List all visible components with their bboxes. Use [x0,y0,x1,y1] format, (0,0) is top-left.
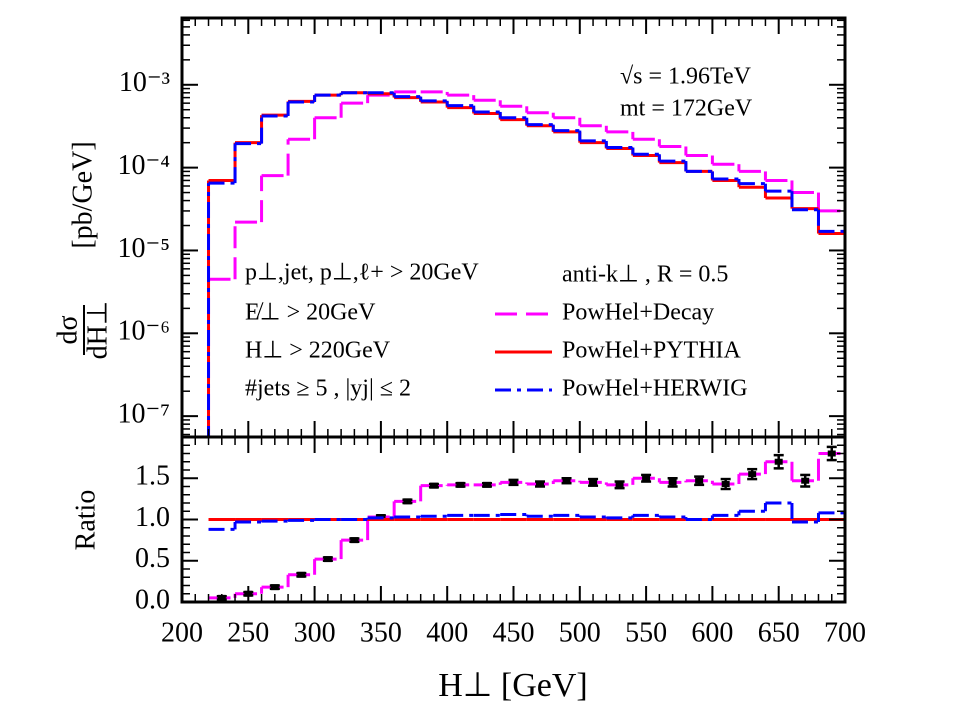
error-point [615,481,624,488]
x-tick-label: 300 [294,617,336,648]
error-point [536,481,545,488]
error-point [323,556,332,563]
error-point [589,479,598,486]
error-point [350,537,359,544]
cut: E̸⊥ > 20GeV [245,300,376,326]
error-point [297,571,306,578]
x-tick-label: 600 [691,617,733,648]
x-tick-label: 400 [426,617,468,648]
y-tick-label: 10⁻³ [119,67,170,98]
legend-label: PowHel+Decay [562,300,714,326]
annotation: √s = 1.96TeV [620,64,752,90]
x-tick-label: 250 [227,617,269,648]
error-point [509,479,518,486]
x-tick-label: 350 [360,617,402,648]
y-tick-label: 1.0 [135,502,170,533]
y-label-numerator: dσ [52,315,83,344]
legend-label: PowHel+PYTHIA [562,338,742,364]
x-tick-label: 700 [824,617,866,648]
error-point [827,450,836,457]
x-tick-label: 200 [161,617,203,648]
error-point [721,481,730,488]
error-point [482,481,491,488]
x-tick-label: 500 [559,617,601,648]
legend-label: PowHel+HERWIG [562,376,748,402]
y-label-denominator: dH⊥ [82,301,113,360]
error-point [774,458,783,465]
y-tick-label: 0.5 [135,543,170,574]
y-label-unit: [pb/GeV] [67,141,98,248]
cut: p⊥,jet, p⊥,ℓ+ > 20GeV [245,260,479,286]
error-point [668,479,677,486]
error-point [456,481,465,488]
y-tick-label: 10⁻⁷ [117,399,170,430]
error-point [642,475,651,482]
error-point [801,477,810,484]
ratio-plot [208,445,845,601]
x-tick-label: 650 [758,617,800,648]
y-tick-label: 10⁻⁶ [117,316,170,347]
x-label: H⊥ [GeV] [438,667,588,704]
main-plot [207,90,845,437]
error-point [695,477,704,484]
x-tick-label: 550 [625,617,667,648]
ratio-y-label: Ratio [70,490,101,551]
error-point [748,471,757,478]
annotation: mt = 172GeV [620,96,753,122]
y-tick-label: 10⁻⁴ [117,150,170,181]
error-point [562,477,571,484]
x-tick-label: 450 [493,617,535,648]
error-point [429,482,438,489]
cut: #jets ≥ 5 , |yj| ≤ 2 [245,376,411,402]
y-tick-label: 0.0 [135,584,170,615]
y-tick-label: 1.5 [135,461,170,492]
y-tick-label: 10⁻⁵ [117,233,170,264]
cut: H⊥ > 220GeV [245,338,391,364]
error-point [403,498,412,505]
legend-title: anti-k⊥ , R = 0.5 [562,262,728,288]
error-point [270,584,279,591]
